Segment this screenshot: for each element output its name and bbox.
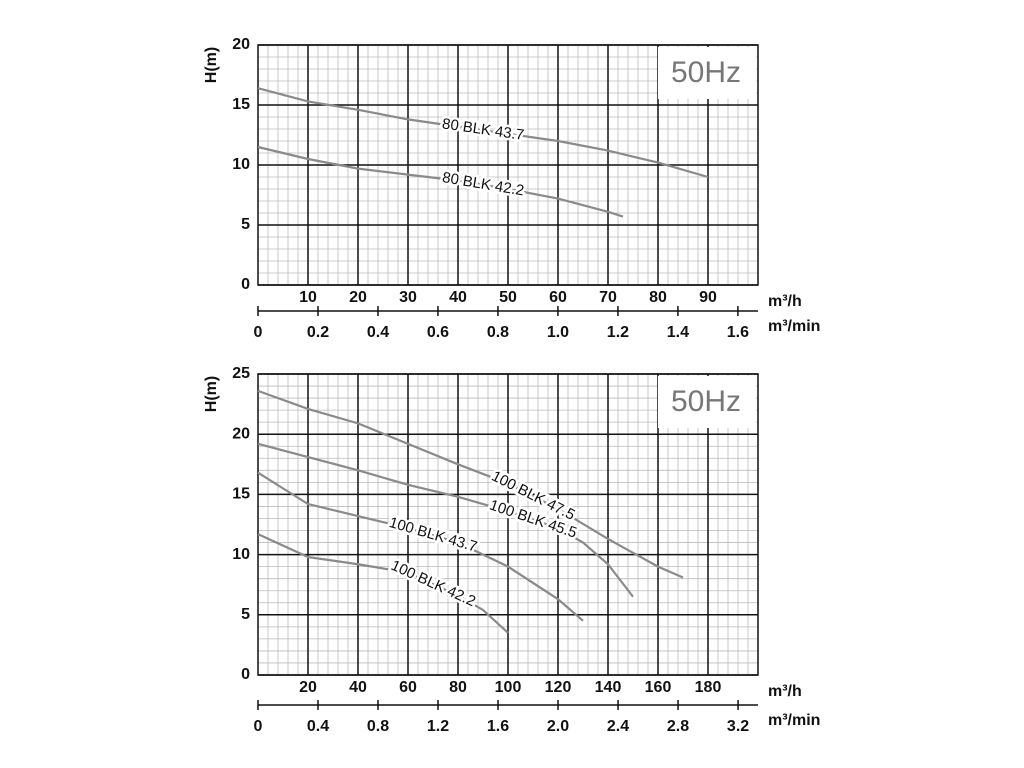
x-tick-label: 120: [545, 679, 572, 696]
annotation: 50Hz: [671, 385, 741, 418]
y-axis-label: H(m): [203, 47, 220, 83]
x-tick-label: 100: [495, 679, 522, 696]
y-tick-label: 10: [232, 156, 250, 173]
pump-curve: [257, 389, 684, 579]
x2-tick-label: 1.6: [487, 718, 509, 735]
x2-tick-label: 0.8: [367, 718, 389, 735]
y-tick-label: 0: [241, 666, 250, 683]
x-tick-label: 30: [399, 289, 417, 306]
pump-curve: [257, 533, 509, 634]
y-tick-label: 15: [232, 96, 250, 113]
pump-curve: [257, 471, 584, 622]
x2-tick-label: 2.8: [667, 718, 689, 735]
x-tick-label: 20: [349, 289, 367, 306]
x2-tick-label: 1.4: [667, 324, 689, 341]
x-tick-label: 60: [399, 679, 417, 696]
x2-tick-label: 2.4: [607, 718, 629, 735]
y-tick-label: 20: [232, 36, 250, 53]
x-tick-label: 10: [299, 289, 317, 306]
x2-tick-label: 1.2: [427, 718, 449, 735]
annotation: 50Hz: [671, 56, 741, 89]
x2-tick-label: 3.2: [727, 718, 749, 735]
x-tick-label: 160: [645, 679, 672, 696]
curve-label: 100 BLK 43.7: [387, 514, 479, 556]
x-tick-label: 20: [299, 679, 317, 696]
curve-label: 100 BLK 42.2: [388, 557, 478, 610]
annotation-box: [658, 376, 756, 428]
x2-tick-label: 1.2: [607, 324, 629, 341]
x-tick-label: 40: [449, 289, 467, 306]
x-tick-label: 180: [695, 679, 722, 696]
y-tick-label: 25: [232, 365, 250, 382]
y-tick-label: 20: [232, 425, 250, 442]
x-tick-label: 80: [449, 679, 467, 696]
x-tick-label: 40: [349, 679, 367, 696]
curve-label: 80 BLK 42.2: [441, 169, 525, 199]
annotation-box: [658, 47, 756, 99]
x2-tick-label: 0: [254, 324, 263, 341]
x2-tick-label: 1.6: [727, 324, 749, 341]
x2-tick-label: 0.6: [427, 324, 449, 341]
x2-axis-label: m³/min: [768, 318, 820, 335]
x-tick-label: 80: [649, 289, 667, 306]
y-tick-label: 10: [232, 546, 250, 563]
y-tick-label: 5: [241, 216, 250, 233]
x2-tick-label: 0.2: [307, 324, 329, 341]
x-tick-label: 140: [595, 679, 622, 696]
curve-label: 80 BLK 43.7: [441, 115, 525, 144]
x2-axis-label: m³/min: [768, 712, 820, 729]
y-tick-label: 5: [241, 606, 250, 623]
x-tick-label: 90: [699, 289, 717, 306]
y-axis-label: H(m): [203, 376, 220, 412]
x2-tick-label: 0.4: [367, 324, 389, 341]
y-tick-label: 15: [232, 486, 250, 503]
x2-tick-label: 0.4: [307, 718, 329, 735]
x-tick-label: 70: [599, 289, 617, 306]
x-axis-label: m³/h: [768, 683, 802, 700]
plot-frame: [257, 44, 759, 286]
x2-tick-label: 2.0: [547, 718, 569, 735]
x2-tick-label: 1.0: [547, 324, 569, 341]
x2-tick-label: 0: [254, 718, 263, 735]
pump-curve: [257, 145, 624, 218]
x-tick-label: 60: [549, 289, 567, 306]
pump-curve: [257, 442, 634, 598]
y-tick-label: 0: [241, 276, 250, 293]
x2-tick-label: 0.8: [487, 324, 509, 341]
plot-frame: [257, 373, 759, 676]
x-tick-label: 50: [499, 289, 517, 306]
pump-curve: [257, 87, 709, 179]
x-axis-label: m³/h: [768, 293, 802, 310]
